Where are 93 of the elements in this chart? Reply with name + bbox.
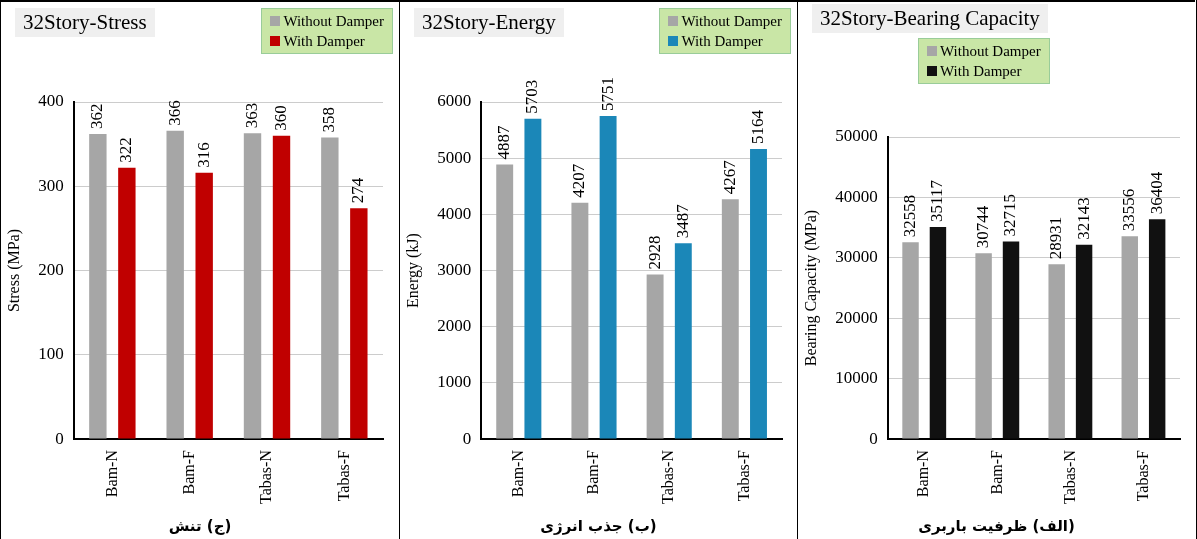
legend-label: Without Damper [939,42,1041,61]
chart-title: 32Story-Energy [414,8,564,37]
x-tick-label: Bam-F [987,449,1005,495]
bar [166,130,184,439]
x-tick-label: Tabas-F [1133,449,1151,502]
bar [350,208,368,439]
bar [599,115,617,439]
bar [1121,236,1138,439]
bar [975,253,992,439]
y-tick-label: 4000 [437,203,472,223]
y-tick-label: 0 [462,428,472,448]
bar [89,134,107,439]
y-tick-label: 3000 [437,259,472,279]
y-tick-label: 6000 [437,91,472,111]
chart-title: 32Story-Stress [15,8,155,37]
data-label: 362 [87,103,107,130]
legend-label: Without Damper [680,12,782,31]
data-label: 366 [164,100,184,126]
bar [1048,264,1065,439]
bar [243,133,262,439]
bar [929,226,947,439]
x-tick-label: Bam-N [509,449,526,498]
bar [902,242,919,439]
y-tick-label: 300 [38,175,64,195]
data-label: 5703 [522,79,542,114]
x-tick-label: Bam-N [914,449,932,498]
x-tick-label: Bam-F [584,449,602,495]
data-label: 322 [116,137,136,163]
bar [750,148,767,439]
data-label: 30744 [973,205,993,249]
y-tick-label: 1000 [437,372,472,392]
y-tick-label: 200 [38,259,64,279]
data-label: 316 [193,142,213,168]
text: (ب) جذب انرژی [539,517,658,535]
data-label: 5164 [747,109,767,144]
x-tick-label: Bam-F [179,449,197,495]
y-axis-title: Stress (MPa) [4,228,23,313]
y-axis-title: Bearing Capacity (MPa) [801,209,820,367]
bar [646,274,664,439]
x-tick-label: Tabas-N [659,449,677,504]
bar [524,118,542,439]
y-axis-title: Energy (kJ) [403,233,422,308]
x-tick-label: Tabas-N [1060,449,1078,504]
data-label: 358 [319,106,339,133]
data-label: 28931 [1046,216,1066,260]
data-label: 363 [241,102,261,129]
data-label: 36404 [1146,171,1166,215]
y-tick-label: 2000 [437,316,472,336]
y-tick-label: 50000 [835,126,878,146]
data-label: 4207 [569,163,589,198]
x-tick-label: Tabas-F [334,449,352,502]
bar [195,172,213,439]
data-label: 35117 [927,179,947,222]
y-tick-label: 30000 [835,247,878,267]
data-label: 3487 [672,203,692,239]
bar [721,199,739,439]
data-label: 32715 [1000,193,1020,237]
legend-label: With Damper [680,32,764,51]
y-tick-label: 400 [38,91,64,111]
bar [272,135,291,439]
x-tick-label: Tabas-F [734,449,752,502]
legend-label: With Damper [939,62,1023,81]
bar [674,243,692,439]
legend-label: Without Damper [282,12,384,31]
bar [496,164,514,439]
data-label: 360 [270,105,290,131]
y-tick-label: 0 [55,428,64,448]
bar [118,167,136,439]
data-label: 5751 [597,76,617,111]
data-label: 274 [348,177,368,204]
bar [321,137,339,439]
y-tick-label: 20000 [835,307,878,327]
chart-title: 32Story-Bearing Capacity [812,4,1048,33]
data-label: 4887 [494,125,514,160]
y-tick-label: 0 [869,428,878,448]
y-tick-label: 40000 [835,186,878,206]
bar [1148,219,1166,439]
y-tick-label: 10000 [835,368,878,388]
data-label: 32558 [900,194,919,238]
text: (الف) ظرفیت باربری [917,517,1076,535]
text: (ج) تنش [167,517,233,535]
legend-label: With Damper [282,32,366,51]
y-tick-label: 100 [38,344,64,364]
data-label: 33556 [1119,188,1139,232]
bar [1075,244,1093,439]
bar [1002,241,1020,439]
x-tick-label: Bam-N [102,449,120,498]
y-tick-label: 5000 [437,147,472,167]
data-label: 4267 [719,159,739,195]
x-tick-label: Tabas-N [257,449,275,504]
bar [571,202,589,439]
data-label: 2928 [644,235,664,270]
data-label: 32143 [1073,197,1093,240]
